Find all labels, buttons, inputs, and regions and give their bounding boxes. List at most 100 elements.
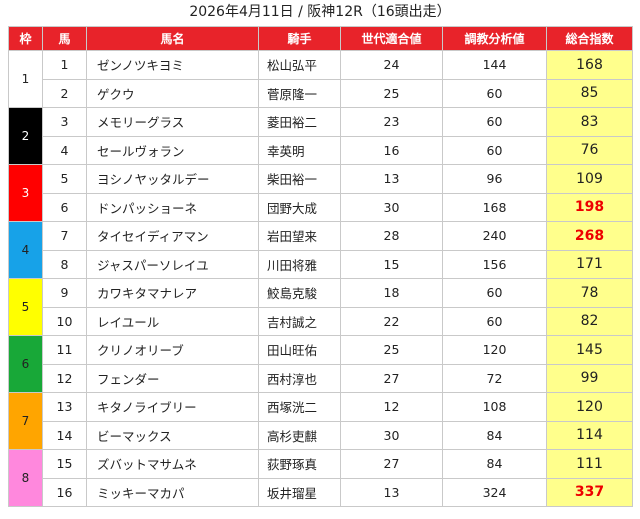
- training-analysis-cell: 72: [442, 363, 547, 393]
- training-analysis-cell: 324: [442, 477, 547, 507]
- header-jockey: 騎手: [258, 26, 341, 51]
- generation-fit-cell: 24: [340, 50, 443, 80]
- horse-number-cell: 12: [42, 363, 87, 393]
- generation-fit-cell: 25: [340, 335, 443, 365]
- horse-number-cell: 4: [42, 135, 87, 165]
- training-analysis-cell: 108: [442, 392, 547, 422]
- total-index-cell: 198: [546, 192, 633, 222]
- header-training-analysis: 調教分析値: [442, 26, 547, 51]
- horse-number-cell: 1: [42, 50, 87, 80]
- horse-number-cell: 7: [42, 221, 87, 251]
- total-index-cell: 114: [546, 420, 633, 450]
- generation-fit-cell: 27: [340, 449, 443, 479]
- training-analysis-cell: 240: [442, 221, 547, 251]
- training-analysis-cell: 60: [442, 278, 547, 308]
- page-title: 2026年4月11日 / 阪神12R（16頭出走）: [189, 4, 451, 20]
- horse-number-cell: 11: [42, 335, 87, 365]
- total-index-cell: 109: [546, 164, 633, 194]
- horse-name-cell: ジャスパーソレイユ: [86, 249, 259, 279]
- jockey-cell: 岩田望来: [258, 221, 341, 251]
- jockey-cell: 幸英明: [258, 135, 341, 165]
- total-index-cell: 168: [546, 50, 633, 80]
- generation-fit-cell: 27: [340, 363, 443, 393]
- training-analysis-cell: 60: [442, 306, 547, 336]
- header-frame: 枠: [8, 26, 43, 51]
- generation-fit-cell: 13: [340, 477, 443, 507]
- frame-cell: 6: [8, 335, 43, 393]
- header-number: 馬: [42, 26, 87, 51]
- training-analysis-cell: 120: [442, 335, 547, 365]
- horse-name-cell: ゼンノツキヨミ: [86, 50, 259, 80]
- table-row: 12 フェンダー 西村淳也 27 72 99: [9, 363, 633, 393]
- frame-cell: 3: [8, 164, 43, 222]
- training-analysis-cell: 156: [442, 249, 547, 279]
- horse-name-cell: カワキタマナレア: [86, 278, 259, 308]
- training-analysis-cell: 60: [442, 78, 547, 108]
- table-row: 8 ジャスパーソレイユ 川田将雅 15 156 171: [9, 249, 633, 279]
- generation-fit-cell: 23: [340, 107, 443, 137]
- table-row: 2 ゲクウ 菅原隆一 25 60 85: [9, 78, 633, 108]
- table-row: 3 5 ヨシノヤッタルデー 柴田裕一 13 96 109: [8, 164, 633, 222]
- table-row: 10 レイユール 吉村誠之 22 60 82: [9, 306, 633, 336]
- horse-name-cell: メモリーグラス: [86, 107, 259, 137]
- total-index-cell: 337: [546, 477, 633, 507]
- jockey-cell: 菅原隆一: [258, 78, 341, 108]
- training-analysis-cell: 60: [442, 107, 547, 137]
- total-index-cell: 85: [546, 78, 633, 108]
- table-row: 6 11 クリノオリーブ 田山旺佑 25 120 145: [8, 335, 633, 393]
- frame-cell: 7: [8, 392, 43, 450]
- generation-fit-cell: 16: [340, 135, 443, 165]
- horse-name-cell: クリノオリーブ: [86, 335, 259, 365]
- jockey-cell: 坂井瑠星: [258, 477, 341, 507]
- table-row: 6 ドンパッショーネ 団野大成 30 168 198: [9, 192, 633, 222]
- training-analysis-cell: 144: [442, 50, 547, 80]
- horse-number-cell: 10: [42, 306, 87, 336]
- generation-fit-cell: 13: [340, 164, 443, 194]
- table-row: 4 セールヴォラン 幸英明 16 60 76: [9, 135, 633, 165]
- horse-name-cell: ドンパッショーネ: [86, 192, 259, 222]
- table-row: 7 13 キタノライブリー 西塚洸二 12 108 120: [8, 392, 633, 450]
- total-index-cell: 171: [546, 249, 633, 279]
- table-row: 16 ミッキーマカパ 坂井瑠星 13 324 337: [9, 477, 633, 507]
- generation-fit-cell: 30: [340, 192, 443, 222]
- frame-cell: 1: [8, 50, 43, 108]
- total-index-cell: 111: [546, 449, 633, 479]
- horse-name-cell: ミッキーマカパ: [86, 477, 259, 507]
- generation-fit-cell: 28: [340, 221, 443, 251]
- frame-cell: 4: [8, 221, 43, 279]
- frame-cell: 2: [8, 107, 43, 165]
- jockey-cell: 吉村誠之: [258, 306, 341, 336]
- horse-name-cell: フェンダー: [86, 363, 259, 393]
- frame-cell: 5: [8, 278, 43, 336]
- header-generation-fit: 世代適合値: [340, 26, 443, 51]
- generation-fit-cell: 12: [340, 392, 443, 422]
- generation-fit-cell: 18: [340, 278, 443, 308]
- table-header-row: 枠 馬 馬名 騎手 世代適合値 調教分析値 総合指数: [8, 26, 633, 51]
- training-analysis-cell: 84: [442, 420, 547, 450]
- horse-name-cell: キタノライブリー: [86, 392, 259, 422]
- table-row: 5 9 カワキタマナレア 鮫島克駿 18 60 78: [8, 278, 633, 336]
- table-row: 14 ビーマックス 高杉吏麒 30 84 114: [9, 420, 633, 450]
- jockey-cell: 西塚洸二: [258, 392, 341, 422]
- horse-number-cell: 13: [42, 392, 87, 422]
- horse-name-cell: ゲクウ: [86, 78, 259, 108]
- header-total-index: 総合指数: [546, 26, 633, 51]
- horse-number-cell: 2: [42, 78, 87, 108]
- horse-number-cell: 3: [42, 107, 87, 137]
- jockey-cell: 高杉吏麒: [258, 420, 341, 450]
- total-index-cell: 120: [546, 392, 633, 422]
- generation-fit-cell: 22: [340, 306, 443, 336]
- horse-name-cell: ヨシノヤッタルデー: [86, 164, 259, 194]
- table-row: 8 15 ズバットマサムネ 荻野琢真 27 84 111: [8, 449, 633, 507]
- table-row: 2 3 メモリーグラス 菱田裕二 23 60 83: [8, 107, 633, 165]
- horse-number-cell: 8: [42, 249, 87, 279]
- horse-number-cell: 6: [42, 192, 87, 222]
- training-analysis-cell: 60: [442, 135, 547, 165]
- frame-cell: 8: [8, 449, 43, 507]
- race-index-table: 枠 馬 馬名 騎手 世代適合値 調教分析値 総合指数 1 1 ゼンノツキヨミ 松山弘平…: [8, 26, 633, 507]
- horse-number-cell: 16: [42, 477, 87, 507]
- jockey-cell: 柴田裕一: [258, 164, 341, 194]
- jockey-cell: 松山弘平: [258, 50, 341, 80]
- total-index-cell: 82: [546, 306, 633, 336]
- jockey-cell: 鮫島克駿: [258, 278, 341, 308]
